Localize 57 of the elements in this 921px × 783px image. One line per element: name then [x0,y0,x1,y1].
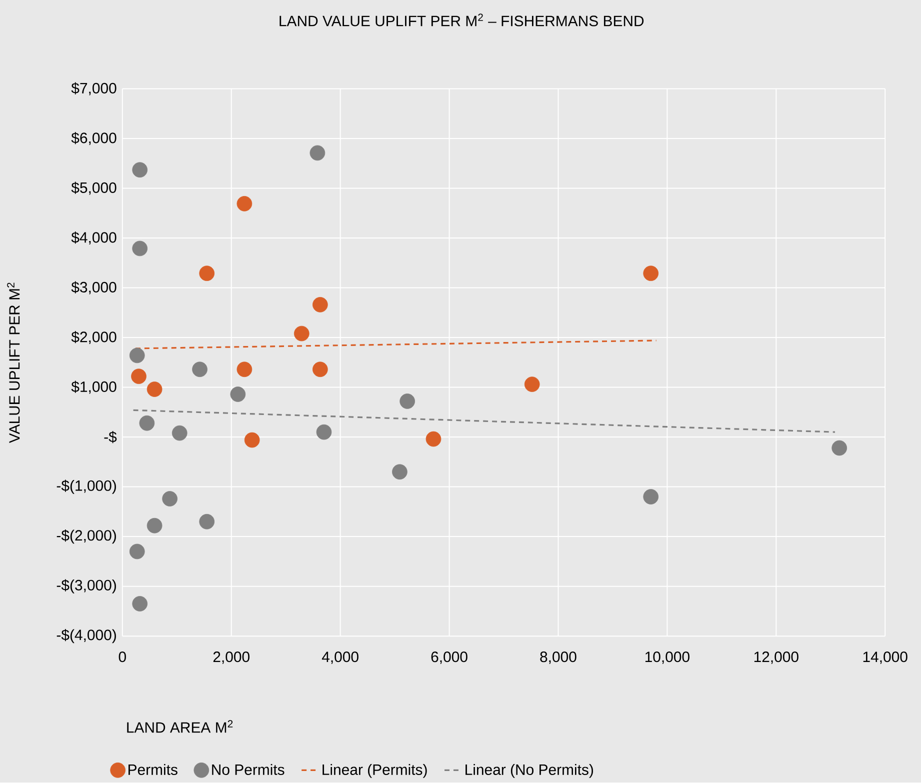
y-tick-label: -$(2,000) [56,530,116,544]
point [132,596,148,612]
legend-label: Linear (No Permits) [466,764,594,778]
x-tick-label: 14,000 [863,652,908,664]
point [312,362,328,378]
x-tick-label: 8,000 [540,652,576,664]
y-tick-label: $1,000 [71,380,116,394]
point [400,394,416,410]
point [230,386,246,402]
y-tick-label: $4,000 [71,232,116,245]
x-tick-label: 6,000 [431,652,468,664]
y-tick-label: -$(4,000) [56,629,116,644]
legend-label: Permits [128,764,178,776]
point [832,440,848,456]
point [192,362,208,378]
x-tick-label: 2,000 [213,652,250,664]
y-axis-title: VALUE UPLIFT PER M$^{2}$ [7,282,20,444]
x-axis-title: LAND AREA M$^{2}$ [127,720,233,733]
point [199,266,215,282]
x-tick-label: 4,000 [322,652,358,664]
point [643,266,659,282]
point [312,297,328,313]
point [139,416,155,431]
point [146,382,162,398]
legend-label: No Permits [212,764,284,776]
point [294,326,310,342]
point [131,368,146,384]
point [524,376,540,392]
point [236,196,252,212]
x-tick-label: 0 [118,652,126,662]
point [129,544,145,560]
point [426,432,442,447]
chart-title: LAND VALUE UPLIFT PER M$^{2}$ – FISHERMANS BEND [280,14,644,26]
x-tick-label: 10,000 [645,652,690,664]
y-tick-label: $6,000 [71,132,116,146]
point [199,514,215,530]
y-tick-label: -$ [104,431,117,444]
y-tick-label: $2,000 [71,331,116,344]
y-tick-label: $7,000 [71,82,116,96]
y-tick-label: -$(3,000) [56,579,116,594]
point [643,489,659,505]
point [244,432,260,448]
point [162,491,178,507]
point [236,362,252,378]
point [392,464,408,480]
point [172,426,188,441]
y-tick-label: $5,000 [71,182,116,195]
point [316,424,332,440]
point [132,162,148,178]
point [310,145,326,161]
legend-label: Linear (Permits) [322,764,427,778]
point [129,348,145,364]
y-tick-label: $3,000 [71,281,116,294]
point [132,240,148,256]
x-tick-label: 12,000 [754,652,798,664]
point [146,518,162,534]
y-tick-label: -$(1,000) [56,480,116,494]
